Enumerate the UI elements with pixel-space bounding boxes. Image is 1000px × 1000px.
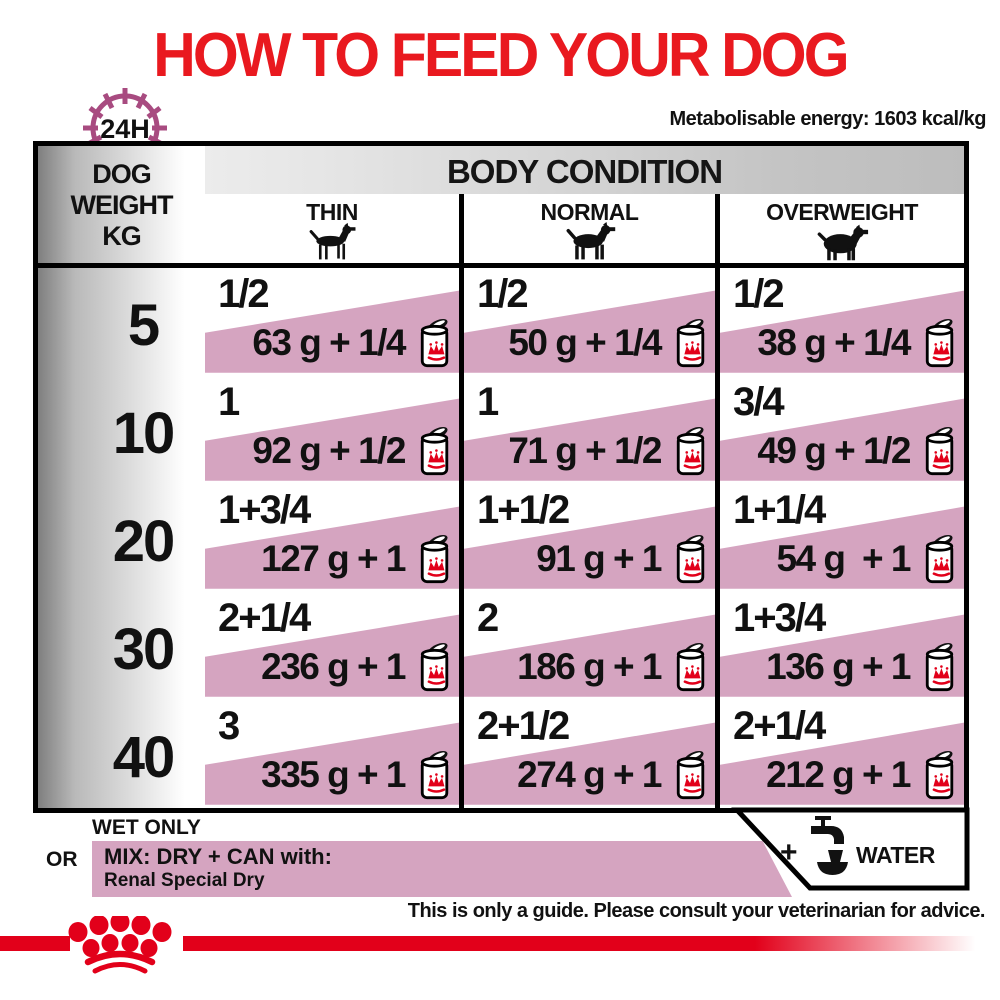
food-can-icon: [418, 533, 452, 585]
table-cell: 1 71 g + 1/2: [464, 376, 715, 484]
mix-product-name: Renal Special Dry: [104, 870, 265, 891]
cans-amount: 2+1/4: [733, 704, 826, 748]
food-can-icon: [923, 425, 957, 477]
clock-label: 24H: [100, 114, 150, 141]
table-cell: 1/2 63 g + 1/4: [205, 268, 459, 376]
or-label: OR: [46, 848, 78, 871]
clock-24h-icon: 24H: [83, 88, 167, 141]
cans-amount: 1+3/4: [733, 596, 826, 640]
water-label: WATER: [856, 842, 935, 868]
column-header-thin: THIN: [306, 199, 358, 225]
weight-value: 20: [112, 509, 176, 574]
food-can-icon: [418, 425, 452, 477]
mix-amount: 186 g + 1: [517, 646, 662, 687]
cans-amount: 2: [477, 596, 499, 640]
table-cell: 1/2 38 g + 1/4: [720, 268, 964, 376]
food-can-icon: [674, 425, 708, 477]
weight-value: 10: [112, 401, 176, 466]
column-divider-1: [459, 194, 464, 808]
weight-column-background: [38, 146, 205, 808]
weight-header-line2: WEIGHT: [70, 190, 174, 220]
dog-thin-icon: [205, 222, 459, 267]
mix-amount: 38 g + 1/4: [757, 322, 911, 363]
table-cell: 1 92 g + 1/2: [205, 376, 459, 484]
mix-amount: 54 g + 1: [776, 538, 911, 579]
water-box: [731, 807, 970, 891]
energy-note: Metabolisable energy: 1603 kcal/kg: [669, 108, 987, 130]
cans-amount: 1+1/2: [477, 488, 570, 532]
food-can-icon: [923, 749, 957, 801]
mix-amount: 136 g + 1: [766, 646, 911, 687]
water-tap-icon: [811, 816, 848, 875]
food-can-icon: [418, 749, 452, 801]
weight-header-line1: DOG: [92, 159, 152, 189]
table-cell: 2+1/4 212 g + 1: [720, 700, 964, 808]
table-cell: 2+1/2 274 g + 1: [464, 700, 715, 808]
mix-amount: 91 g + 1: [536, 538, 662, 579]
cans-amount: 2+1/4: [218, 596, 311, 640]
column-header-normal: NORMAL: [540, 199, 639, 225]
mix-amount: 49 g + 1/2: [757, 430, 911, 471]
food-can-icon: [923, 533, 957, 585]
food-can-icon: [418, 317, 452, 369]
plus-sign: +: [780, 836, 798, 869]
food-can-icon: [674, 749, 708, 801]
mix-amount: 63 g + 1/4: [252, 322, 406, 363]
mix-amount: 335 g + 1: [261, 754, 406, 795]
table-cell: 3 335 g + 1: [205, 700, 459, 808]
mix-amount: 236 g + 1: [261, 646, 406, 687]
mix-option-band: MIX: DRY + CAN with: Renal Special Dry: [92, 841, 792, 897]
food-can-icon: [674, 317, 708, 369]
wet-only-label: WET ONLY: [92, 816, 201, 839]
royal-canin-crown-icon: [68, 916, 172, 974]
food-can-icon: [674, 533, 708, 585]
cans-amount: 1: [218, 380, 240, 424]
table-cell: 1+3/4 127 g + 1: [205, 484, 459, 592]
table-cell: 2+1/4 236 g + 1: [205, 592, 459, 700]
table-cell: 2 186 g + 1: [464, 592, 715, 700]
weight-value: 30: [112, 617, 176, 682]
mix-instruction: MIX: DRY + CAN with:: [104, 844, 332, 869]
header-divider-rule: [38, 263, 964, 268]
cans-amount: 1: [477, 380, 499, 424]
column-divider-2: [715, 194, 720, 808]
food-can-icon: [674, 641, 708, 693]
weight-value: 40: [112, 725, 176, 790]
mix-amount: 71 g + 1/2: [508, 430, 662, 471]
cans-amount: 2+1/2: [477, 704, 570, 748]
cans-amount: 1+3/4: [218, 488, 311, 532]
disclaimer-text: This is only a guide. Please consult you…: [407, 900, 986, 922]
footer-red-band: [183, 936, 1000, 951]
mix-amount: 274 g + 1: [517, 754, 662, 795]
weight-value: 5: [127, 293, 160, 358]
dog-normal-icon: [464, 222, 715, 267]
table-cell: 1+3/4 136 g + 1: [720, 592, 964, 700]
cans-amount: 1+1/4: [733, 488, 826, 532]
cans-amount: 1/2: [477, 272, 529, 316]
cans-amount: 1/2: [218, 272, 270, 316]
dog-overweight-icon: [720, 222, 964, 267]
food-can-icon: [923, 317, 957, 369]
weight-header-line3: KG: [102, 221, 142, 251]
footer-red-band-left: [0, 936, 70, 951]
mix-amount: 92 g + 1/2: [252, 430, 406, 471]
column-header-overweight: OVERWEIGHT: [766, 199, 918, 225]
page-title: HOW TO FEED YOUR DOG: [153, 21, 849, 90]
body-condition-header: BODY CONDITION: [446, 153, 723, 190]
mix-amount: 212 g + 1: [766, 754, 911, 795]
cans-amount: 1/2: [733, 272, 785, 316]
food-can-icon: [923, 641, 957, 693]
cans-amount: 3/4: [733, 380, 785, 424]
mix-amount: 127 g + 1: [261, 538, 406, 579]
food-can-icon: [418, 641, 452, 693]
table-cell: 1+1/2 91 g + 1: [464, 484, 715, 592]
cans-amount: 3: [218, 704, 240, 748]
table-cell: 1/2 50 g + 1/4: [464, 268, 715, 376]
mix-amount: 50 g + 1/4: [508, 322, 662, 363]
feeding-table: BODY CONDITION DOG WEIGHT KG THIN NORMAL…: [33, 141, 969, 813]
table-cell: 1+1/4 54 g + 1: [720, 484, 964, 592]
table-cell: 3/4 49 g + 1/2: [720, 376, 964, 484]
